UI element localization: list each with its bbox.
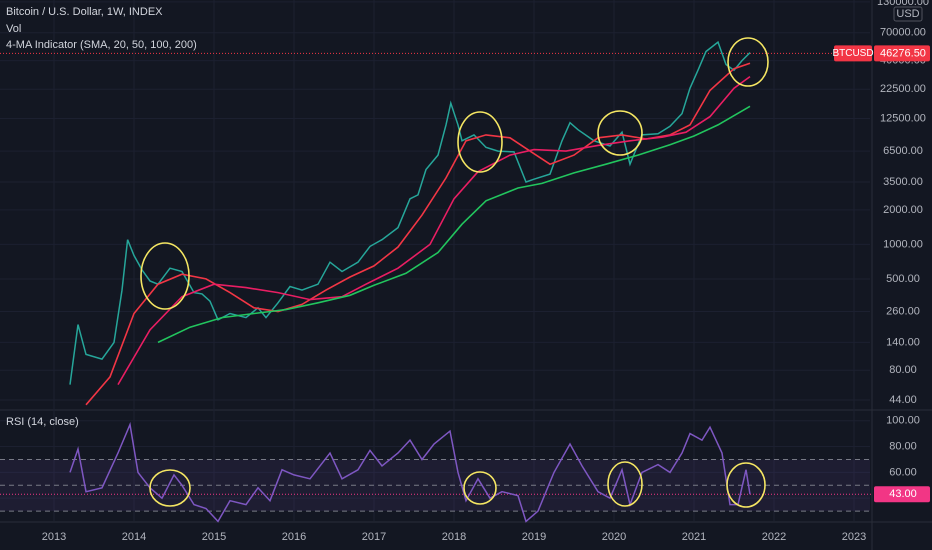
series-line (69, 40, 751, 385)
y-tick-label: 100.00 (886, 415, 920, 427)
highlight-circle (457, 111, 503, 173)
y-tick-label: 1000.00 (883, 238, 923, 250)
y-tick-label: 44.00 (889, 394, 917, 406)
series-line (69, 421, 751, 523)
y-tick-label: 140.00 (886, 336, 920, 348)
chart-title: Bitcoin / U.S. Dollar, 1W, INDEX (6, 6, 163, 18)
last-value-label: 46276.50 (880, 47, 926, 59)
indicator-label: Vol (6, 23, 21, 35)
annotations (140, 37, 769, 508)
y-tick-label: 130000.00 (877, 0, 929, 8)
last-value-label: 43.00 (889, 488, 917, 500)
y-tick-label: 22500.00 (880, 83, 926, 95)
last-value-tag (874, 45, 930, 62)
y-tick-label: 6500.00 (883, 145, 923, 157)
y-tick-label: 2000.00 (883, 204, 923, 216)
x-tick-label: 2016 (282, 531, 306, 543)
x-tick-label: 2022 (762, 531, 786, 543)
y-tick-label: 70000.00 (880, 27, 926, 39)
highlight-circle (727, 37, 769, 87)
series-line (157, 105, 751, 344)
x-tick-label: 2023 (842, 531, 866, 543)
x-tick-label: 2014 (122, 531, 146, 543)
x-tick-label: 2013 (42, 531, 66, 543)
y-tick-label: 12500.00 (880, 112, 926, 124)
y-tick-label: 3500.00 (883, 176, 923, 188)
currency-box (893, 6, 923, 22)
indicator-label: RSI (14, close) (6, 416, 79, 428)
y-tick-label: 80.00 (889, 364, 917, 376)
x-tick-label: 2019 (522, 531, 546, 543)
y-tick-label: 60.00 (889, 466, 917, 478)
highlight-circle (597, 110, 643, 156)
highlight-circle (149, 469, 191, 507)
highlight-circle (140, 242, 190, 310)
highlight-circle (607, 461, 643, 507)
x-tick-label: 2015 (202, 531, 226, 543)
x-tick-label: 2018 (442, 531, 466, 543)
x-tick-label: 2021 (682, 531, 706, 543)
last-value-tag (874, 486, 930, 503)
currency-label: USD (896, 8, 919, 20)
x-tick-label: 2020 (602, 531, 626, 543)
symbol-tag (834, 45, 872, 62)
x-tick-label: 2017 (362, 531, 386, 543)
indicator-label: 4-MA Indicator (SMA, 20, 50, 100, 200) (6, 39, 197, 51)
series-line (117, 75, 751, 386)
y-tick-label: 500.00 (886, 273, 920, 285)
y-tick-label: 80.00 (889, 440, 917, 452)
highlight-circle (726, 462, 766, 508)
symbol-label: BTCUSD (832, 48, 873, 59)
y-tick-label: 260.00 (886, 305, 920, 317)
highlight-circle (463, 471, 497, 505)
